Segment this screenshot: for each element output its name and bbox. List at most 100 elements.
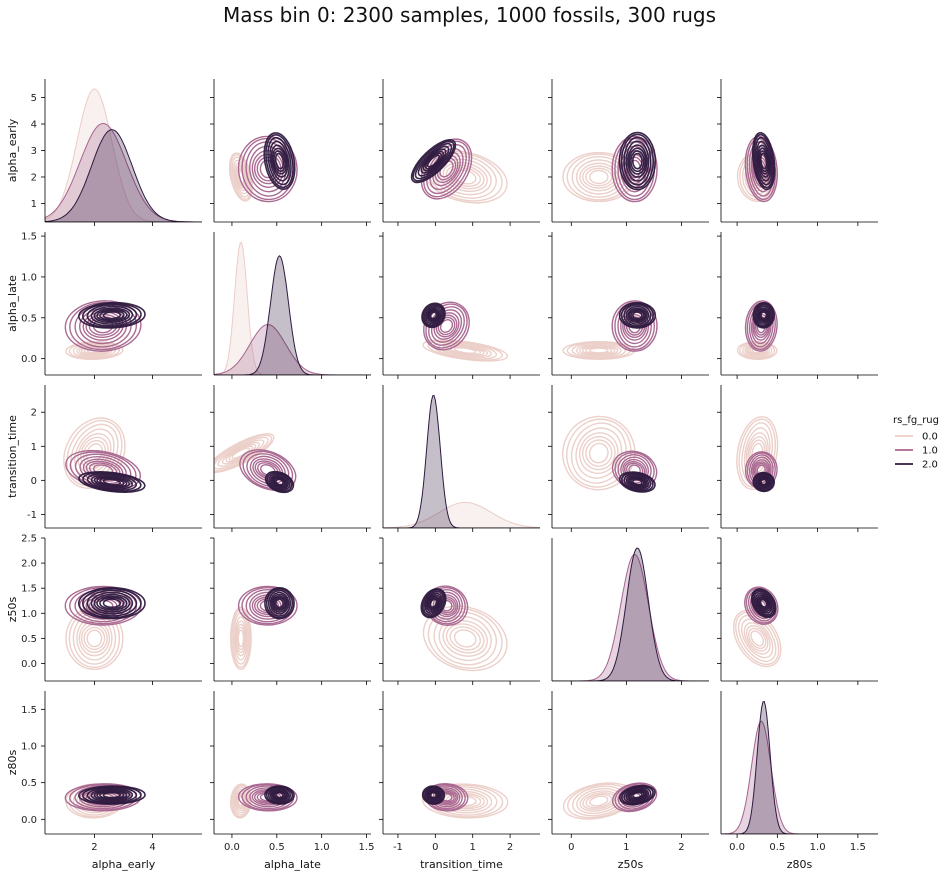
contour-z50s-vs-z80s-rs-2.0-4: [756, 594, 772, 612]
contour-alpha_late-vs-alpha_early-rs-2.0-5: [90, 305, 134, 325]
contour-alpha_early-vs-z50s-rs-0.0-1: [589, 169, 609, 185]
contour-transition_time-vs-z80s-rs-2.0-6: [755, 473, 773, 491]
contour-alpha_late-vs-alpha_early-rs-0.0-1: [86, 347, 103, 354]
y-tick-label: 4: [31, 120, 37, 131]
x-tick-label: 1.0: [314, 842, 330, 853]
contour-alpha_early-vs-transition_time-rs-2.0-7: [412, 140, 455, 182]
contour-alpha_early-vs-alpha_late-rs-2.0-5: [269, 140, 290, 182]
contour-alpha_late-vs-z50s-rs-2.0-1: [632, 311, 643, 320]
contour-transition_time-vs-z50s-rs-0.0-3: [581, 435, 616, 471]
contour-alpha_late-vs-z50s-rs-2.0-8: [618, 301, 657, 329]
contour-alpha_late-vs-z80s-rs-2.0-4: [757, 307, 771, 324]
contour-alpha_late-vs-transition_time-rs-1.0-6: [428, 306, 465, 346]
contour-z50s-vs-alpha_early-rs-2.0-7: [82, 587, 142, 619]
contour-z50s-vs-z80s-rs-0.0-2: [748, 627, 767, 650]
contour-alpha_early-vs-z80s-rs-2.0-5: [755, 140, 772, 182]
x-tick-label: 0.0: [729, 842, 745, 853]
contour-z50s-vs-transition_time-rs-0.0-5: [438, 615, 492, 662]
contour-alpha_early-vs-z80s-rs-2.0-2: [758, 150, 769, 173]
contour-z50s-vs-alpha_early-rs-0.0-3: [80, 623, 108, 653]
contour-alpha_late-vs-z50s-rs-2.0-5: [625, 305, 650, 325]
contour-transition_time-vs-z80s-rs-2.0-4: [757, 475, 770, 489]
contour-alpha_late-vs-alpha_early-rs-2.0-4: [93, 307, 131, 324]
contour-alpha_late-vs-z50s-rs-0.0-4: [579, 344, 619, 357]
contour-alpha_late-vs-alpha_early-rs-2.0-7: [82, 302, 142, 328]
contour-transition_time-vs-alpha_late-rs-2.0-5: [270, 474, 289, 490]
panel-z80s-vs-z80s: 0.0 0.5 1.0 1.5 z80s: [720, 691, 878, 871]
contour-z80s-vs-alpha_late-rs-2.0-6: [267, 786, 292, 804]
contour-alpha_early-vs-z50s-rs-2.0-6: [623, 136, 652, 186]
contour-z50s-vs-alpha_late-rs-2.0-8: [264, 586, 295, 620]
contour-z50s-vs-alpha_late-rs-1.0-8: [237, 585, 298, 626]
x-tick-label: 0: [568, 842, 574, 853]
contour-transition_time-vs-alpha_early-rs-2.0-8: [78, 471, 146, 493]
y-tick-label: 0: [31, 476, 37, 487]
contour-transition_time-vs-z80s-rs-0.0-7: [738, 418, 776, 488]
panel-z50s-vs-alpha_late: [210, 537, 371, 685]
density-alpha_late-rs-2.0: [214, 255, 371, 375]
contour-alpha_late-vs-z50s-rs-2.0-4: [627, 307, 648, 324]
contour-alpha_early-vs-alpha_late-rs-1.0-8: [237, 135, 298, 203]
contour-alpha_early-vs-alpha_late-rs-2.0-8: [263, 132, 296, 191]
contour-z50s-vs-transition_time-rs-2.0-5: [424, 592, 443, 614]
contour-z80s-vs-transition_time-rs-2.0-6: [424, 786, 443, 804]
y-tick-label: 0.5: [21, 778, 37, 789]
contour-z50s-vs-alpha_early-rs-2.0-1: [102, 598, 122, 609]
contour-transition_time-vs-alpha_late-rs-2.0-4: [271, 475, 288, 489]
contour-alpha_late-vs-alpha_early-rs-2.0-3: [96, 308, 128, 322]
contour-z50s-vs-alpha_late-rs-2.0-4: [270, 593, 288, 613]
contour-z80s-vs-z50s-rs-0.0-2: [585, 793, 613, 809]
contour-z50s-vs-transition_time-rs-0.0-8: [422, 605, 508, 672]
panel-z50s-vs-z80s: [717, 537, 878, 685]
x-axis-label-alpha_late: alpha_late: [264, 858, 321, 871]
x-tick-label: 0.5: [269, 842, 285, 853]
x-tick-label: 2: [507, 842, 513, 853]
contour-z50s-vs-alpha_early-rs-0.0-1: [86, 629, 103, 648]
contour-alpha_early-vs-transition_time-rs-1.0-5: [429, 147, 464, 191]
panel-alpha_late-vs-alpha_late: [213, 232, 371, 379]
panel-alpha_early-vs-z50s: [548, 79, 709, 226]
contour-z50s-vs-alpha_early-rs-2.0-8: [78, 586, 146, 620]
contour-z50s-vs-transition_time-rs-1.0-5: [432, 591, 461, 620]
contour-alpha_early-vs-z50s-rs-0.0-3: [582, 165, 616, 189]
contour-alpha_early-vs-alpha_late-rs-0.0-4: [234, 162, 248, 192]
panel-alpha_late-vs-z80s: [717, 232, 878, 379]
contour-z80s-vs-z50s-rs-2.0-3: [628, 789, 647, 801]
x-tick-label: 1.5: [850, 842, 866, 853]
y-axis-label-alpha_early: alpha_early: [6, 118, 19, 182]
density-z50s-rs-2.0: [552, 547, 709, 681]
contour-z80s-vs-alpha_early-rs-2.0-4: [93, 789, 131, 802]
contour-alpha_late-vs-alpha_early-rs-1.0-8: [64, 300, 142, 352]
contour-transition_time-vs-z50s-rs-2.0-6: [623, 473, 652, 491]
contour-z80s-vs-z50s-rs-2.0-6: [623, 786, 652, 804]
contour-z80s-vs-alpha_late-rs-0.0-3: [235, 792, 247, 810]
legend-label-0.0: 0.0: [922, 432, 938, 443]
contour-alpha_early-vs-z50s-rs-1.0-8: [611, 135, 658, 203]
contour-z80s-vs-z50s-rs-2.0-1: [632, 791, 643, 799]
panel-alpha_late-vs-alpha_early: 0.0 0.5 1.0 1.5 alpha_late: [6, 232, 202, 379]
y-tick-label: 1.0: [21, 272, 37, 283]
density-alpha_late-rs-1.0: [214, 324, 371, 375]
contour-transition_time-vs-alpha_late-rs-2.0-6: [268, 472, 291, 492]
contour-z50s-vs-alpha_late-rs-0.0-4: [234, 620, 248, 657]
contour-z50s-vs-alpha_early-rs-2.0-4: [93, 593, 131, 613]
contour-alpha_early-vs-transition_time-rs-2.0-1: [426, 154, 441, 168]
contour-z50s-vs-alpha_late-rs-2.0-3: [272, 595, 287, 611]
contour-alpha_late-vs-alpha_early-rs-2.0-8: [78, 301, 146, 329]
contour-transition_time-vs-z50s-rs-0.0-5: [575, 427, 623, 479]
legend-title: rs_fg_rug: [893, 415, 939, 426]
y-tick-label: 2: [31, 172, 37, 183]
contour-alpha_early-vs-z80s-rs-2.0-8: [751, 132, 776, 191]
legend-label-2.0: 2.0: [922, 460, 938, 471]
contour-alpha_late-vs-transition_time-rs-0.0-5: [438, 342, 492, 359]
contour-z50s-vs-transition_time-rs-0.0-2: [449, 626, 481, 651]
contour-alpha_late-vs-transition_time-rs-1.0-7: [425, 303, 468, 349]
y-tick-label: 0.5: [21, 634, 37, 645]
contour-alpha_early-vs-z50s-rs-0.0-2: [585, 167, 613, 187]
y-tick-label: 0.5: [21, 313, 37, 324]
contour-z80s-vs-alpha_late-rs-2.0-8: [264, 785, 295, 805]
contour-alpha_late-vs-transition_time-rs-2.0-3: [427, 309, 440, 322]
y-tick-label: 1.5: [21, 584, 37, 595]
contour-transition_time-vs-z50s-rs-0.0-2: [585, 439, 613, 467]
